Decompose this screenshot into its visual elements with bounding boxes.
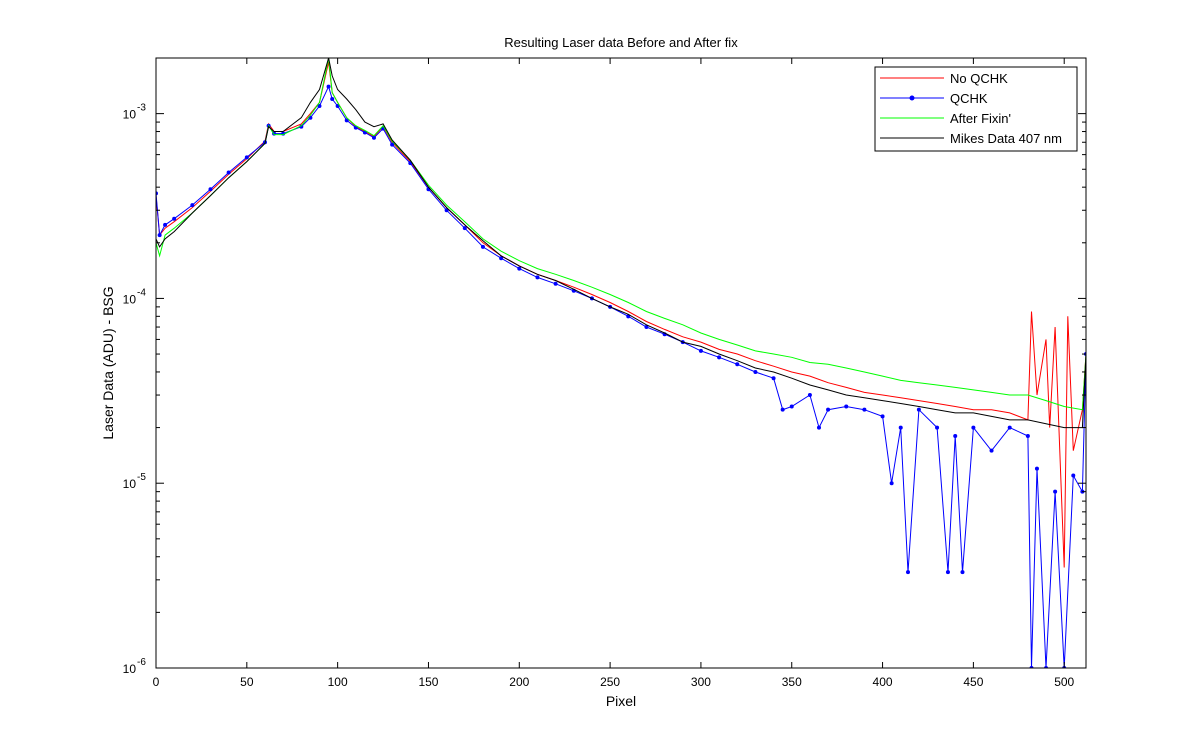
series-point-1	[898, 425, 903, 430]
x-axis-label: Pixel	[606, 693, 636, 709]
series-point-1	[1034, 466, 1039, 471]
legend-label-1: QCHK	[950, 91, 988, 106]
series-point-1	[163, 222, 168, 227]
series-point-1	[553, 281, 558, 286]
series-point-1	[644, 325, 649, 330]
legend: No QCHK QCHK After Fixin' Mikes Data 407 nm	[874, 66, 1078, 152]
series-point-1	[480, 244, 485, 249]
series-point-1	[880, 414, 885, 419]
series-point-1	[1007, 425, 1012, 430]
series-line-2	[156, 58, 1086, 411]
x-axis-ticks: 0 50 100 150 200 250 300 350 400 450 500	[153, 58, 1075, 689]
series-point-1	[717, 355, 722, 360]
series-point-1	[157, 233, 162, 238]
series-point-1	[344, 118, 349, 123]
series-point-1	[172, 216, 177, 221]
series-point-1	[780, 407, 785, 412]
series-point-1	[753, 369, 758, 374]
series-point-1	[371, 135, 376, 140]
series-line-0	[156, 61, 1086, 568]
series-point-1	[953, 434, 958, 439]
series-point-1	[330, 96, 335, 101]
series-point-1	[916, 407, 921, 412]
x-tick-label: 150	[418, 675, 438, 689]
series-point-1	[326, 84, 331, 89]
series-point-1	[390, 142, 395, 147]
legend-label-3: Mikes Data 407 nm	[950, 131, 1062, 146]
legend-box	[874, 66, 1078, 152]
x-tick-label: 0	[153, 675, 160, 689]
series-point-1	[989, 448, 994, 453]
series-point-1	[826, 407, 831, 412]
series-line-3	[156, 58, 1086, 429]
series-point-1	[960, 570, 965, 575]
y-tick-exponent: -3	[137, 103, 146, 114]
x-tick-label: 250	[600, 675, 620, 689]
series-point-1	[499, 256, 504, 261]
series-point-1	[816, 425, 821, 430]
series-point-1	[945, 570, 950, 575]
x-tick-label: 350	[782, 675, 802, 689]
x-tick-label: 200	[509, 675, 529, 689]
series-point-1	[462, 226, 467, 231]
y-tick-exponent: -6	[137, 657, 146, 668]
plot-area	[156, 58, 1086, 668]
series-point-1	[190, 203, 195, 208]
series-point-1	[317, 103, 322, 108]
legend-label-2: After Fixin'	[950, 111, 1011, 126]
x-tick-label: 50	[240, 675, 254, 689]
x-tick-label: 500	[1054, 675, 1074, 689]
x-tick-label: 300	[691, 675, 711, 689]
series-point-1	[1025, 434, 1030, 439]
y-tick-exponent: -5	[137, 472, 146, 483]
legend-marker-1	[909, 95, 915, 101]
x-tick-label: 400	[873, 675, 893, 689]
series-point-1	[517, 266, 522, 271]
y-axis-ticks: 10-610-510-410-3	[123, 57, 1086, 676]
x-tick-label: 450	[963, 675, 983, 689]
y-tick-exponent: -4	[137, 287, 146, 298]
series-point-1	[1053, 489, 1058, 494]
series-point-1	[698, 348, 703, 353]
series-point-1	[844, 404, 849, 409]
series-layer	[156, 58, 1086, 668]
series-point-1	[889, 481, 894, 486]
series-point-1	[735, 362, 740, 367]
series-point-1	[226, 170, 231, 175]
series-point-1	[905, 570, 910, 575]
x-tick-label: 100	[328, 675, 348, 689]
series-point-1	[535, 275, 540, 280]
y-tick-label: 10	[123, 292, 137, 306]
y-tick-label: 10	[123, 477, 137, 491]
legend-label-0: No QCHK	[950, 71, 1008, 86]
series-point-1	[971, 425, 976, 430]
chart-title: Resulting Laser data Before and After fi…	[504, 35, 738, 50]
y-axis-label: Laser Data (ADU) - BSG	[100, 286, 116, 439]
series-point-1	[244, 155, 249, 160]
series-point-1	[208, 187, 213, 192]
series-point-1	[862, 407, 867, 412]
y-tick-label: 10	[123, 662, 137, 676]
series-point-1	[1071, 473, 1076, 478]
series-point-1	[935, 425, 940, 430]
axes-box	[155, 57, 1087, 669]
series-point-1	[807, 393, 812, 398]
series-point-1	[789, 404, 794, 409]
series-point-1	[771, 376, 776, 381]
y-tick-label: 10	[123, 108, 137, 122]
